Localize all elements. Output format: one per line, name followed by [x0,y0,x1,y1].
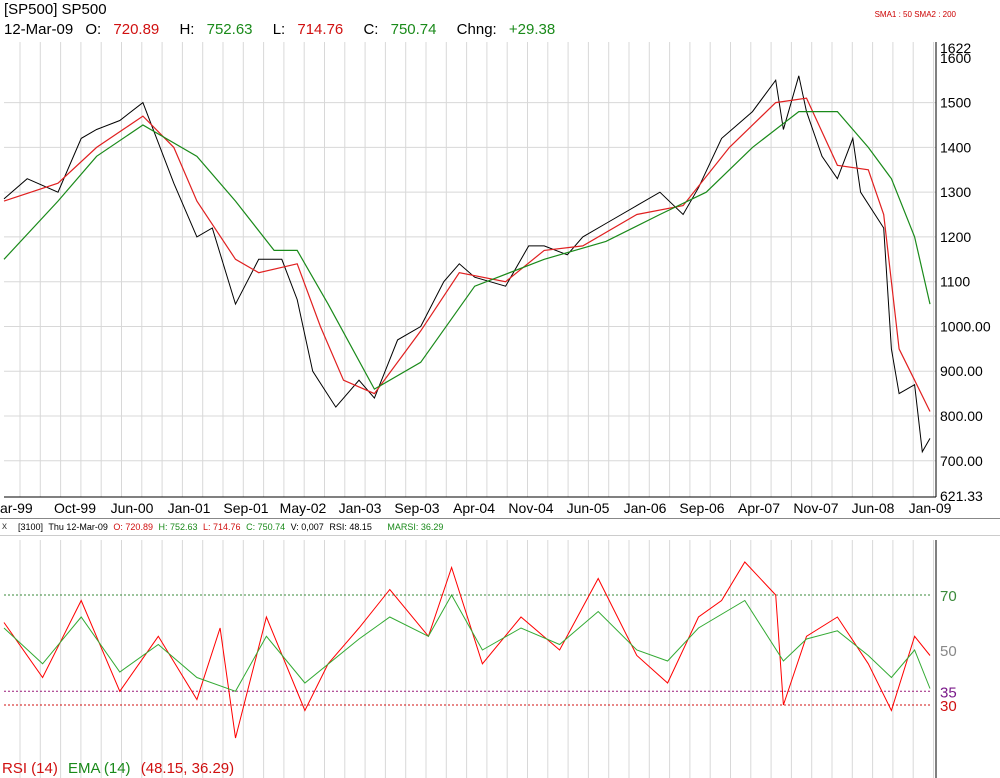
ema-legend-label: EMA (14) [68,760,131,777]
price-y-tick-label: 1300 [940,184,971,200]
sma-legend: SMA1 : 50 SMA2 : 200 [875,10,956,19]
close-pane-icon[interactable]: x [2,521,7,532]
price-grid [4,42,936,497]
change-label: Chng: [456,21,497,38]
price-x-tick-label: Jan-01 [168,500,211,516]
price-y-tick-label: 800.00 [940,408,983,424]
indicator-subheader: x [3100] Thu 12-Mar-09 O: 720.89 H: 752.… [0,518,1000,536]
price-y-tick-label: 1622 [940,40,971,56]
rsi-plot [3,561,931,739]
rsi-y-tick-label: 35 [940,684,957,701]
rsi-grid [4,540,934,778]
price-x-tick-label: Sep-03 [394,500,439,516]
sma2-legend: SMA2 : 200 [914,10,956,19]
price-y-tick-label: 621.33 [940,488,983,504]
rsi-legend-label: RSI (14) [2,760,58,777]
open-value: 720.89 [113,21,160,38]
rsi-legend-values: (48.15, 36.29) [140,760,235,777]
ticker-title: [SP500] SP500 [4,1,107,18]
low-value: 714.76 [297,21,344,38]
price-x-tick-label: Apr-04 [453,500,495,516]
open-label: O: [85,21,102,38]
price-x-tick-label: Jun-00 [111,500,154,516]
sub-high: H: 752.63 [158,522,198,532]
ohlc-readout: 12-Mar-09 O: 720.89 H: 752.63 L: 714.76 … [4,21,571,38]
price-y-tick-label: 1100 [940,274,970,290]
low-label: L: [272,21,286,38]
price-plot [3,75,931,454]
close-label: C: [363,21,379,38]
price-x-tick-label: Sep-01 [223,500,268,516]
price-x-tick-label: ar-99 [0,500,33,516]
sma50-line [3,97,931,412]
rsi-line [3,561,931,739]
sub-id: [3100] [18,522,44,532]
price-x-tick-label: Jan-03 [339,500,382,516]
sma1-legend: SMA1 : 50 [874,10,912,19]
rsi-y-tick-label: 50 [940,643,957,660]
rsi-y-tick-label: 70 [940,588,957,605]
price-y-tick-label: 700.00 [940,453,983,469]
price-y-tick-label: 1000.00 [940,318,991,334]
price-x-ticks: ar-99 Oct-99 Jun-00 Jan-01 Sep-01 May-02 Jan-0… [0,500,952,516]
rsi-y-tick-label: 30 [940,698,957,715]
sub-marsi: MARSI: 36.29 [387,522,444,532]
price-x-tick-label: Jun-05 [567,500,610,516]
price-y-tick-label: 1200 [940,229,971,245]
price-y-tick-label: 1600 [940,50,971,66]
ema-line [3,593,931,692]
change-value: +29.38 [508,21,556,38]
price-x-tick-label: Oct-99 [54,500,96,516]
sub-date: Thu 12-Mar-09 [48,522,108,532]
price-x-tick-label: Sep-06 [679,500,724,516]
price-x-tick-label: Jun-08 [852,500,895,516]
sma200-line [3,110,931,390]
sub-low: L: 714.76 [203,522,241,532]
price-y-tick-label: 900.00 [940,363,983,379]
price-x-tick-label: May-02 [280,500,327,516]
price-x-tick-label: Nov-07 [793,500,838,516]
sub-rsi: RSI: 48.15 [329,522,372,532]
price-x-tick-label: Jan-06 [624,500,667,516]
price-line [3,75,931,454]
price-x-tick-label: Apr-07 [738,500,780,516]
sub-open: O: 720.89 [113,522,153,532]
price-y-tick-label: 1500 [940,95,971,111]
high-label: H: [179,21,195,38]
rsi-legend: RSI (14) EMA (14) (48.15, 36.29) [2,760,240,777]
high-value: 752.63 [206,21,253,38]
price-x-tick-label: Nov-04 [508,500,553,516]
sub-close: C: 750.74 [246,522,286,532]
date-label: 12-Mar-09 [4,21,74,38]
sub-volume: V: 0,007 [290,522,324,532]
price-x-tick-label: Jan-09 [909,500,952,516]
close-value: 750.74 [390,21,437,38]
price-y-tick-label: 1400 [940,139,971,155]
